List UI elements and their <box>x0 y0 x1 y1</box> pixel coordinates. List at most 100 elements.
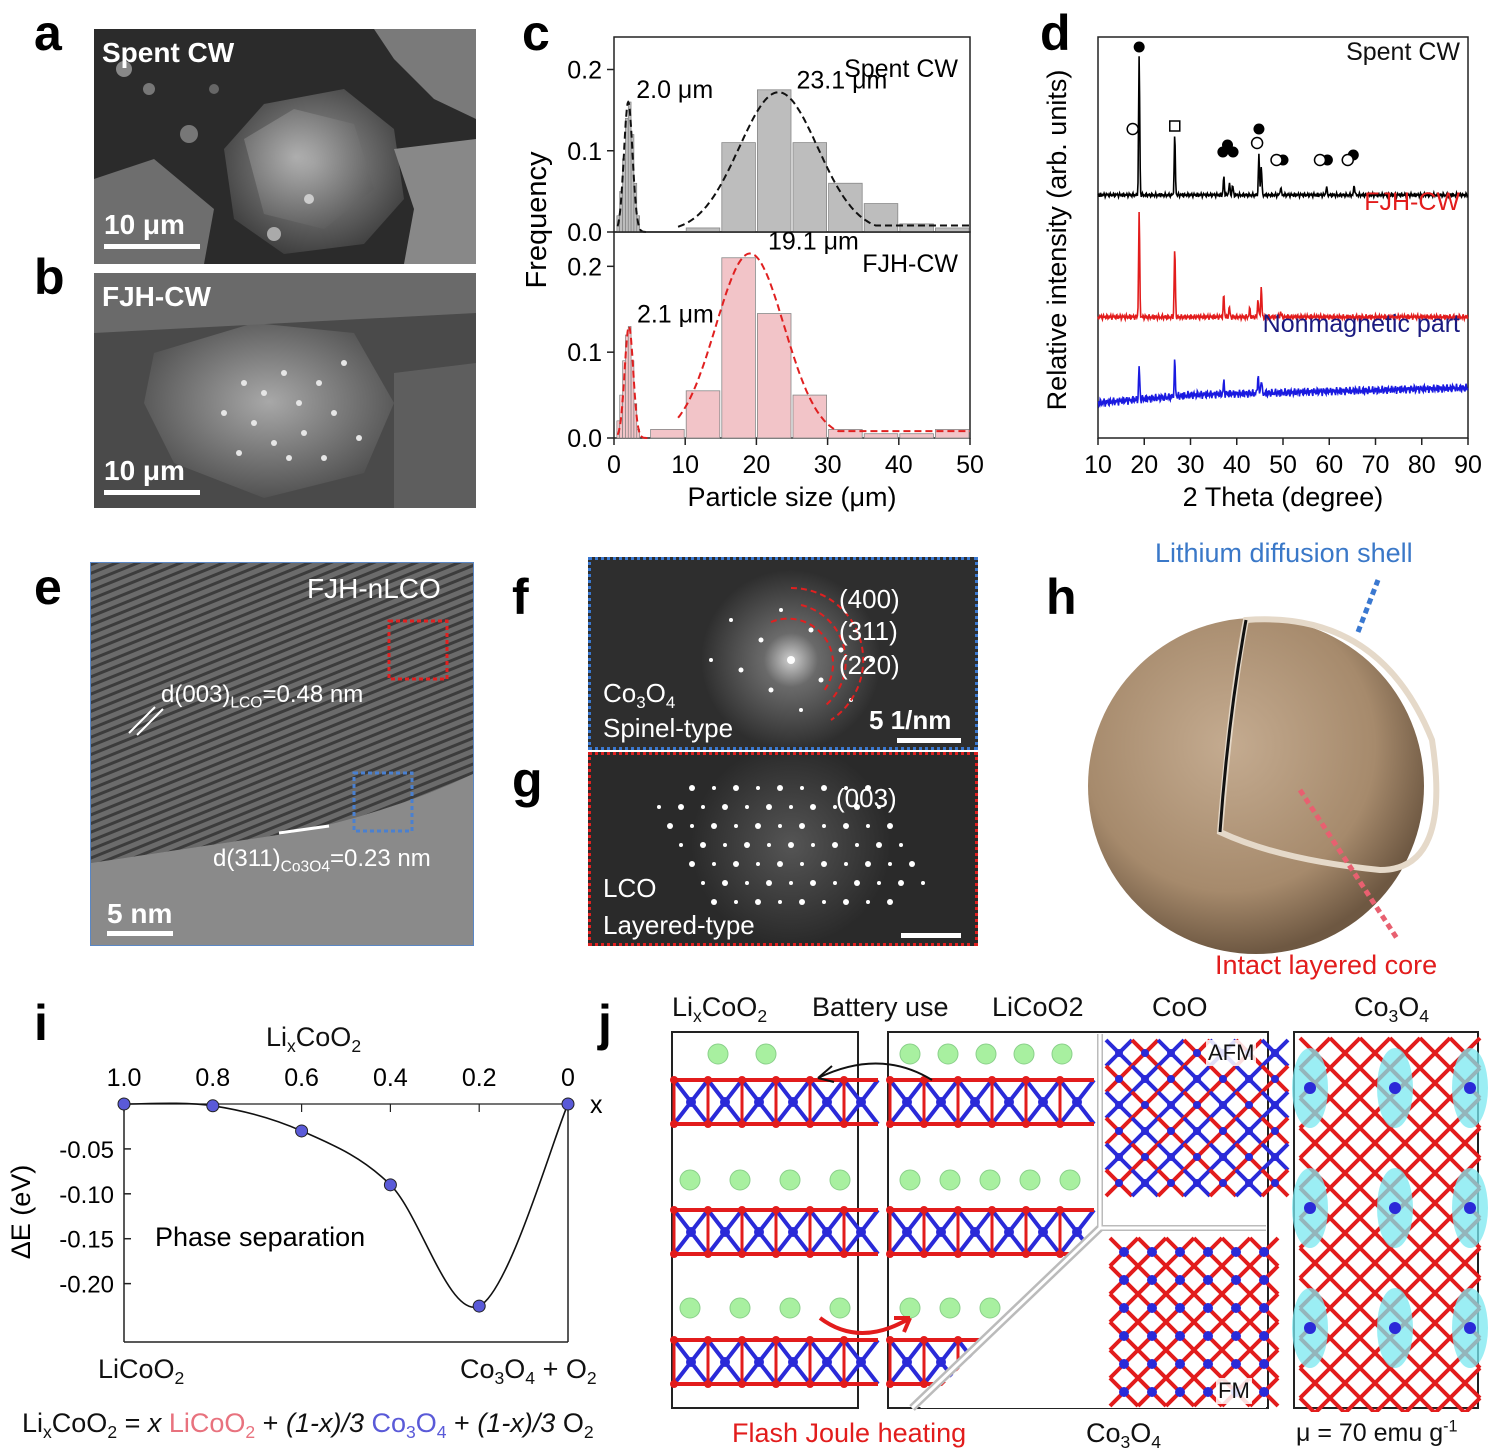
j-spin-atom <box>1464 1322 1476 1334</box>
j-li-atom <box>899 1169 921 1191</box>
j-spin-bond <box>1358 1126 1392 1160</box>
fft-spot <box>854 880 860 886</box>
c-ytick-label: 0.0 <box>567 425 602 453</box>
j-li-atom <box>937 1043 959 1065</box>
j-spin-atom <box>1304 1082 1316 1094</box>
panel-label-g: g <box>512 752 543 808</box>
eq-t2-o: O <box>415 1408 437 1438</box>
i-ylabel: ΔE (eV) <box>6 1165 36 1260</box>
d-series-label: Spent CW <box>1346 38 1460 66</box>
j-arrow-battery <box>817 1062 933 1081</box>
j-coo-atom <box>1167 1127 1175 1135</box>
j-spin-bond <box>1418 1156 1452 1190</box>
j-header-battery: Battery use <box>812 992 949 1022</box>
j-co3o4-atom <box>1203 1247 1213 1257</box>
j-o-atom <box>704 1206 712 1214</box>
d-marker-filled <box>1227 146 1239 158</box>
fft-spot <box>810 804 816 810</box>
crystal-structures <box>670 1031 1488 1412</box>
j-spin-bond <box>1328 1126 1362 1160</box>
j-co-atom <box>1038 1097 1048 1107</box>
fft-ring-311: (311) <box>839 616 898 646</box>
eq-t1-coef: x <box>147 1408 169 1438</box>
j-li-atom <box>679 1297 701 1319</box>
j-o-atom <box>806 1206 814 1214</box>
fft-spot <box>745 881 749 885</box>
sem-a-title: Spent CW <box>102 37 235 68</box>
d-series-label: FJH-CW <box>1364 188 1460 216</box>
fft-f-scale-bar <box>897 738 961 743</box>
hrtem-d311-label: d(311)Co3O4=0.23 nm <box>213 845 431 876</box>
fft-spot <box>789 805 793 809</box>
j-co3o4-atom <box>1259 1387 1269 1397</box>
i-top-coo: CoO <box>295 1022 352 1052</box>
j-o-atom <box>738 1380 746 1388</box>
j-o-atom <box>806 1120 814 1128</box>
j-coo-atom <box>1115 1101 1123 1109</box>
c-annot-small: 2.0 μm <box>636 76 713 104</box>
j-coo-atom <box>1115 1049 1123 1057</box>
j-co-atom <box>1004 1227 1014 1237</box>
j-o-atom <box>704 1076 712 1084</box>
j-o-atom <box>954 1120 962 1128</box>
sphere-body <box>1088 618 1424 954</box>
c-ytick-label: 0.1 <box>567 339 602 367</box>
sem-b-scale-label: 10 μm <box>104 455 185 486</box>
j-spin-bond <box>1418 1366 1452 1400</box>
hrtem-lattice <box>91 563 473 945</box>
eq-x: x <box>43 1422 52 1443</box>
c-bar <box>828 429 863 439</box>
i-data-point <box>561 1097 575 1111</box>
j-arrow-flash <box>818 1316 912 1335</box>
fft-f-sub2: 4 <box>665 692 676 712</box>
chart-xrd: Spent CW FJH-CW Nonmagnetic part 10 20 30 40 50… <box>1042 36 1482 512</box>
j-spin-atom <box>1389 1082 1401 1094</box>
panel-label-a: a <box>34 5 62 61</box>
j-spin-bond <box>1448 1246 1482 1280</box>
j-co3o4-atom <box>1259 1359 1269 1369</box>
j-o-atom <box>772 1206 780 1214</box>
c-bar <box>828 182 863 233</box>
fft-g-type: Layered-type <box>603 910 755 940</box>
j-mu: μ = 70 emu g-1 <box>1296 1418 1458 1448</box>
j-spin-bond <box>1418 1216 1452 1250</box>
j-spin-bond <box>1358 1396 1392 1412</box>
i-xtick-label: 0.4 <box>373 1064 408 1092</box>
j-o-atom <box>738 1120 746 1128</box>
j-co-atom <box>686 1227 696 1237</box>
i-right-2: 2 <box>586 1368 597 1389</box>
fft-f-phase-name: Co3O4 <box>603 678 675 713</box>
i-xtick-label: 1.0 <box>107 1064 142 1092</box>
fft-spot <box>866 900 870 904</box>
panel-label-i: i <box>34 995 48 1051</box>
j-co3o4-atom <box>1203 1387 1213 1397</box>
sem-image-spent-cw: Spent CW 10 μm <box>94 29 476 264</box>
fft-spot <box>844 786 848 790</box>
d-series-1 <box>1097 211 1469 323</box>
c-bar <box>685 390 721 439</box>
sem-a-scale-bar <box>104 244 200 249</box>
j-co3o4-atom <box>1203 1359 1213 1369</box>
fft-spot <box>722 804 728 810</box>
j-co3o4-atom <box>1175 1387 1185 1397</box>
d-xtick-label: 40 <box>1223 451 1251 479</box>
d-marker-square <box>1169 120 1181 132</box>
i-ytick-label: -0.10 <box>59 1182 114 1209</box>
eq-coo: CoO <box>51 1408 108 1438</box>
j-o-atom <box>670 1336 678 1344</box>
eq-li: Li <box>22 1408 44 1438</box>
j-bond <box>890 1078 924 1126</box>
j-o-atom <box>840 1076 848 1084</box>
j-co3o4-atom <box>1147 1387 1157 1397</box>
c-xtick-label: 10 <box>671 451 699 479</box>
j-coo-atom <box>1115 1075 1123 1083</box>
j-spin-bond <box>1358 1246 1392 1280</box>
j-co3o4-atom <box>1231 1247 1241 1257</box>
j-o-atom <box>954 1076 962 1084</box>
j-o-atom <box>920 1336 928 1344</box>
j-li-atom <box>779 1297 801 1319</box>
j-spin-bond <box>1328 1276 1362 1310</box>
fft-spot <box>778 900 782 904</box>
c-frame-1 <box>613 231 971 439</box>
hrtem-title: FJH-nLCO <box>307 573 441 604</box>
